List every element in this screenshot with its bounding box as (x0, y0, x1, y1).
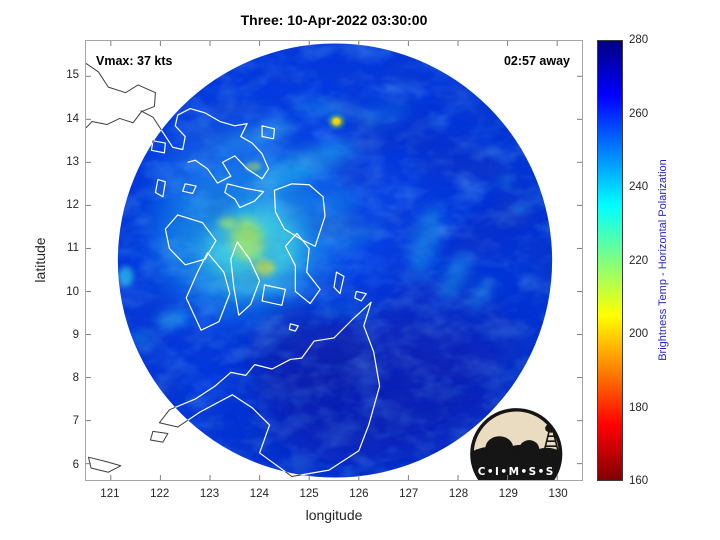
coastline-camiguin (288, 323, 299, 332)
x-axis-label: longitude (305, 507, 363, 523)
cimss-logo: C•I•M•S•S (471, 409, 561, 480)
eta-annotation: 02:57 away (503, 54, 570, 68)
observatory-dome-icon (519, 440, 540, 455)
plot-title: Three: 10-Apr-2022 03:30:00 (240, 12, 428, 28)
coastline-tablas (154, 178, 166, 198)
coastline-catanduanes (261, 125, 276, 140)
y-tick-label: 14 (66, 112, 79, 125)
vmax-annotation: Vmax: 37 kts (96, 54, 173, 68)
x-tick-label: 130 (548, 488, 568, 500)
coastline-negros (185, 252, 231, 331)
coastline-leyte (284, 232, 321, 305)
y-tick-label: 7 (72, 415, 79, 428)
x-tick-label: 122 (150, 488, 170, 500)
coastline-dinagat (333, 271, 345, 295)
colorbar (597, 40, 623, 481)
x-tick-label: 126 (349, 488, 369, 500)
colorbar-tick-label: 160 (629, 475, 649, 487)
y-tick-label: 9 (72, 328, 79, 341)
colorbar-tick-label: 280 (629, 34, 649, 46)
x-tick-label: 123 (199, 488, 220, 500)
swath-plot-canvas: C•I•M•S•S (86, 41, 582, 480)
cimss-logo-text: C•I•M•S•S (478, 466, 555, 478)
coastline-cebu (230, 241, 261, 316)
cimss-logo-ring (470, 408, 563, 480)
coastline-samar (273, 183, 326, 247)
coastline-sibuyan (182, 183, 197, 195)
coastline-basilan (149, 430, 169, 443)
y-tick-label: 15 (66, 69, 79, 82)
colorbar-gradient (598, 41, 622, 480)
y-tick-label: 13 (66, 155, 79, 168)
coastline-bohol (261, 284, 286, 306)
coastline-siargao (354, 290, 367, 302)
y-tick-label: 8 (72, 372, 79, 385)
y-axis-label: latitude (32, 237, 48, 283)
coastline-bicol (140, 107, 270, 184)
colorbar-tick-label: 180 (629, 401, 649, 414)
mottle-dark (117, 43, 553, 478)
y-tick-label: 12 (66, 199, 79, 212)
y-tick-label: 10 (66, 285, 79, 298)
observatory-dome-icon (485, 436, 514, 455)
colorbar-tick-label: 260 (629, 107, 649, 120)
axis-tick-marks (86, 41, 582, 480)
x-tick-label: 125 (299, 488, 319, 500)
coastline-marinduque (150, 140, 166, 154)
plot-area: C•I•M•S•S Vmax: 37 kts 02:57 away (85, 40, 583, 481)
tower-icon (543, 431, 559, 452)
coastline-jolo (87, 456, 122, 473)
x-tick-label: 124 (249, 488, 269, 500)
y-tick-label: 6 (72, 458, 79, 471)
colorbar-label: Brightness Temp - Horizontal Polarizatio… (657, 159, 669, 361)
x-tick-label: 128 (448, 488, 469, 500)
swath-data (117, 43, 553, 478)
x-tick-label: 121 (100, 488, 120, 500)
x-tick-label: 127 (399, 488, 419, 500)
coastline-luzon-se (86, 62, 156, 129)
coastline-panay (164, 214, 217, 266)
coastline-masbate (224, 183, 265, 209)
y-tick-label: 11 (67, 242, 79, 255)
x-tick-label: 129 (498, 488, 518, 500)
